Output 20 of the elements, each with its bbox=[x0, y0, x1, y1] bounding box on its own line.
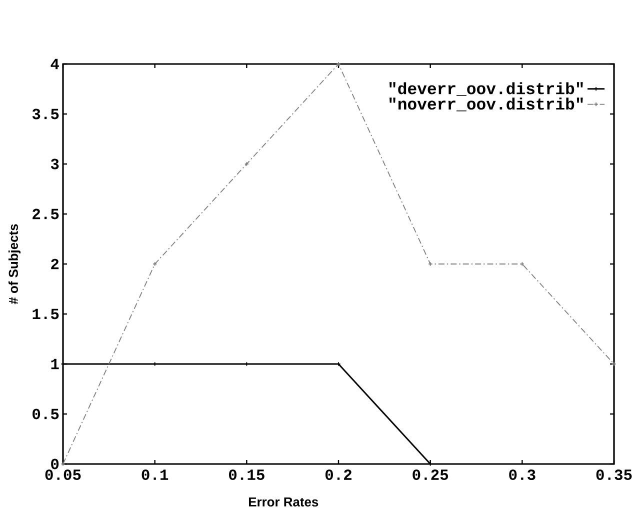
y-tick-label: 3 bbox=[50, 158, 59, 170]
y-tick-label: 0.5 bbox=[32, 408, 59, 420]
legend-label: "noverr_oov.distrib" bbox=[390, 98, 583, 112]
legend-label: "deverr_oov.distrib" bbox=[390, 82, 583, 96]
y-axis-title: # of Subjects bbox=[8, 224, 21, 304]
x-tick-label: 0.35 bbox=[596, 470, 632, 480]
x-tick-label: 0.3 bbox=[509, 470, 536, 480]
y-tick-label: 2 bbox=[51, 258, 59, 270]
y-tick-label: 2.5 bbox=[32, 208, 59, 220]
y-tick-label: 4 bbox=[50, 58, 60, 70]
y-tick-label: 0 bbox=[51, 458, 59, 470]
x-tick-label: 0.2 bbox=[325, 470, 352, 480]
x-tick-label: 0.05 bbox=[45, 470, 81, 480]
y-tick-label: 1.5 bbox=[32, 308, 59, 320]
y-tick-label: 3.5 bbox=[32, 108, 59, 120]
x-tick-label: 0.25 bbox=[412, 470, 448, 480]
x-tick-label: 0.15 bbox=[229, 470, 264, 480]
x-tick-label: 0.1 bbox=[142, 470, 168, 480]
x-axis-title: Error Rates bbox=[248, 497, 318, 507]
y-tick-label: 1 bbox=[51, 358, 59, 370]
